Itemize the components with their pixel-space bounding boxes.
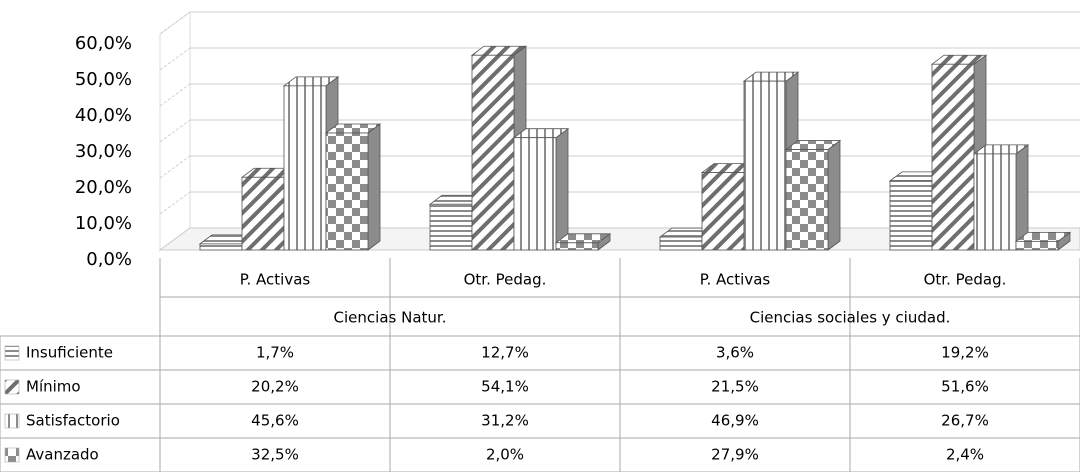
side-grid-line [159,11,191,35]
bar [889,180,933,251]
value-label: 45,6% [251,412,299,430]
bar [659,236,703,251]
y-tick-label: 40,0% [75,105,132,126]
side-grid-line [159,47,191,71]
bar [241,176,285,251]
x-tick-label: P. Activas [700,271,771,289]
bar [283,85,327,251]
value-label: 20,2% [251,378,299,396]
value-label: 2,0% [486,446,524,464]
bar [701,172,745,251]
bar [325,132,369,251]
value-label: 1,7% [256,344,294,362]
side-grid-line [159,155,191,179]
value-label: 27,9% [711,446,759,464]
value-label: 26,7% [941,412,989,430]
bar [743,80,787,251]
legend-label: Mínimo [26,378,81,396]
y-tick-label: 60,0% [75,33,132,54]
value-label: 3,6% [716,344,754,362]
legend-swatch [4,379,20,395]
legend-label: Insuficiente [26,344,113,362]
value-label: 31,2% [481,412,529,430]
bar [973,153,1017,251]
legend-label: Satisfactorio [26,412,120,430]
bar [199,243,243,251]
side-wall [159,11,191,251]
x-tick-label: Otr. Pedag. [924,271,1007,289]
x-tick-label: Otr. Pedag. [464,271,547,289]
value-label: 54,1% [481,378,529,396]
bar-side [555,127,569,251]
side-grid-line [159,119,191,143]
y-tick-label: 0,0% [86,249,132,270]
value-label: 19,2% [941,344,989,362]
value-label: 12,7% [481,344,529,362]
bar-side [827,139,841,251]
value-label: 46,9% [711,412,759,430]
bar [429,203,473,251]
value-label: 2,4% [946,446,984,464]
bar [471,54,515,251]
bar [555,242,599,251]
x-tick-label: P. Activas [240,271,311,289]
y-tick-label: 50,0% [75,69,132,90]
value-label: 21,5% [711,378,759,396]
legend-label: Avanzado [26,446,99,464]
bar [513,137,557,251]
value-label: 51,6% [941,378,989,396]
bar-side [367,123,381,251]
side-grid-line [159,83,191,107]
bar [931,63,975,251]
bar [1015,240,1059,251]
group-label: Ciencias sociales y ciudad. [750,309,951,327]
legend-swatch [4,413,20,429]
side-grid-line [159,191,191,215]
y-tick-label: 20,0% [75,177,132,198]
value-label: 32,5% [251,446,299,464]
bar [785,149,829,251]
group-label: Ciencias Natur. [334,309,447,327]
legend-swatch [4,447,20,463]
legend-swatch [4,345,20,361]
y-tick-label: 10,0% [75,213,132,234]
y-tick-label: 30,0% [75,141,132,162]
